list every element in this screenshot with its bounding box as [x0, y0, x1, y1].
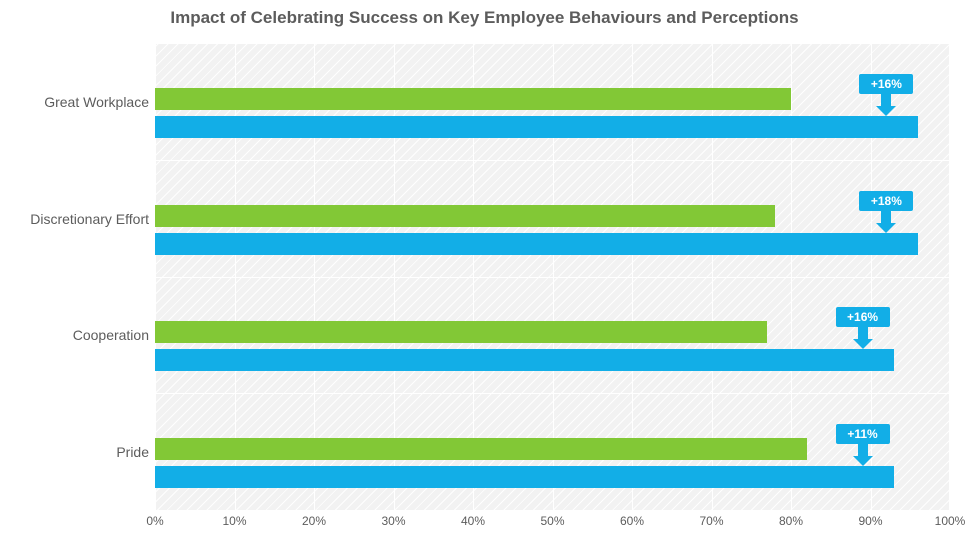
bar-great-workplace-blue — [155, 116, 918, 138]
category-divider — [155, 393, 950, 394]
arrow-down-icon — [876, 223, 896, 233]
x-axis: 0% 10% 20% 30% 40% 50% 60% 70% 80% 90% 1… — [155, 514, 950, 534]
callout-label: +16% — [836, 307, 890, 327]
callout-stem — [858, 444, 868, 456]
x-tick: 40% — [461, 514, 485, 528]
y-label-great-workplace: Great Workplace — [9, 94, 149, 110]
bar-pride-green — [155, 438, 807, 460]
callout-label: +16% — [859, 74, 913, 94]
chart-container: Impact of Celebrating Success on Key Emp… — [0, 0, 969, 545]
bar-discretionary-blue — [155, 233, 918, 255]
x-tick: 60% — [620, 514, 644, 528]
arrow-down-icon — [876, 106, 896, 116]
bar-cooperation-green — [155, 321, 767, 343]
arrow-down-icon — [853, 339, 873, 349]
callout-discretionary-effort: +18% — [859, 191, 913, 233]
callout-label: +18% — [859, 191, 913, 211]
callout-great-workplace: +16% — [859, 74, 913, 116]
callout-stem — [881, 94, 891, 106]
x-tick: 50% — [540, 514, 564, 528]
bar-discretionary-green — [155, 205, 775, 227]
x-tick: 100% — [935, 514, 966, 528]
arrow-down-icon — [853, 456, 873, 466]
x-tick: 70% — [699, 514, 723, 528]
callout-cooperation: +16% — [836, 307, 890, 349]
chart-title: Impact of Celebrating Success on Key Emp… — [0, 8, 969, 28]
plot-area: +16% +18% +16% +11% — [155, 44, 950, 510]
bar-pride-blue — [155, 466, 894, 488]
category-divider — [155, 160, 950, 161]
callout-pride: +11% — [836, 424, 890, 466]
y-label-discretionary-effort: Discretionary Effort — [9, 211, 149, 227]
x-tick: 30% — [381, 514, 405, 528]
callout-stem — [858, 327, 868, 339]
x-tick: 10% — [222, 514, 246, 528]
x-tick: 80% — [779, 514, 803, 528]
callout-stem — [881, 211, 891, 223]
callout-label: +11% — [836, 424, 890, 444]
x-tick: 90% — [858, 514, 882, 528]
bar-great-workplace-green — [155, 88, 791, 110]
x-tick: 0% — [146, 514, 163, 528]
y-label-pride: Pride — [9, 444, 149, 460]
bar-cooperation-blue — [155, 349, 894, 371]
category-divider — [155, 277, 950, 278]
x-tick: 20% — [302, 514, 326, 528]
y-label-cooperation: Cooperation — [9, 327, 149, 343]
